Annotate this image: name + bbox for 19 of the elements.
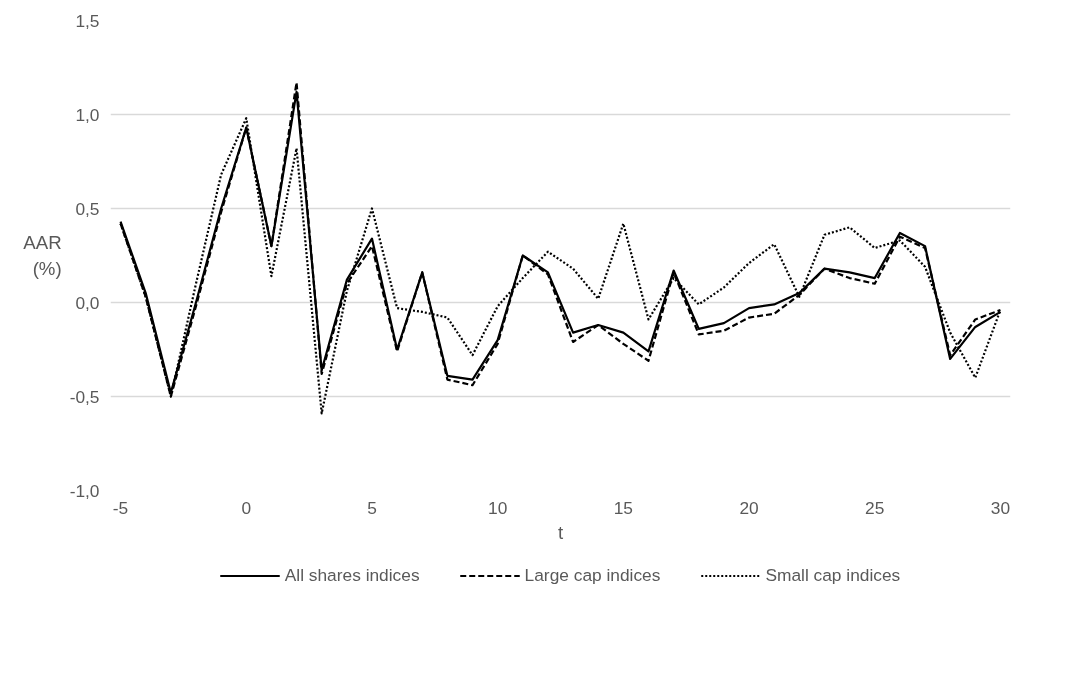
- legend-label: Large cap indices: [524, 564, 661, 586]
- x-tick-label: 0: [241, 497, 252, 518]
- y-tick-label: -1,0: [69, 480, 100, 501]
- x-tick-label: 10: [488, 497, 508, 518]
- x-tick-label: 20: [739, 497, 759, 518]
- x-tick-label: 15: [613, 497, 633, 518]
- y-tick-label: -0,5: [69, 386, 100, 407]
- x-tick-label: 30: [990, 497, 1011, 518]
- y-tick-label: 0,0: [75, 292, 100, 313]
- x-tick-label: 5: [367, 497, 377, 518]
- y-tick-label: 1,5: [75, 10, 100, 31]
- y-tick-label: 0,5: [75, 198, 100, 219]
- x-axis-title: t: [557, 521, 564, 543]
- legend-label: All shares indices: [284, 564, 420, 586]
- x-tick-label: -5: [112, 497, 129, 518]
- legend-label: Small cap indices: [765, 564, 901, 586]
- y-axis-title: AAR (%): [23, 232, 62, 279]
- x-tick-label: 25: [865, 497, 885, 518]
- y-tick-label: 1,0: [75, 104, 100, 125]
